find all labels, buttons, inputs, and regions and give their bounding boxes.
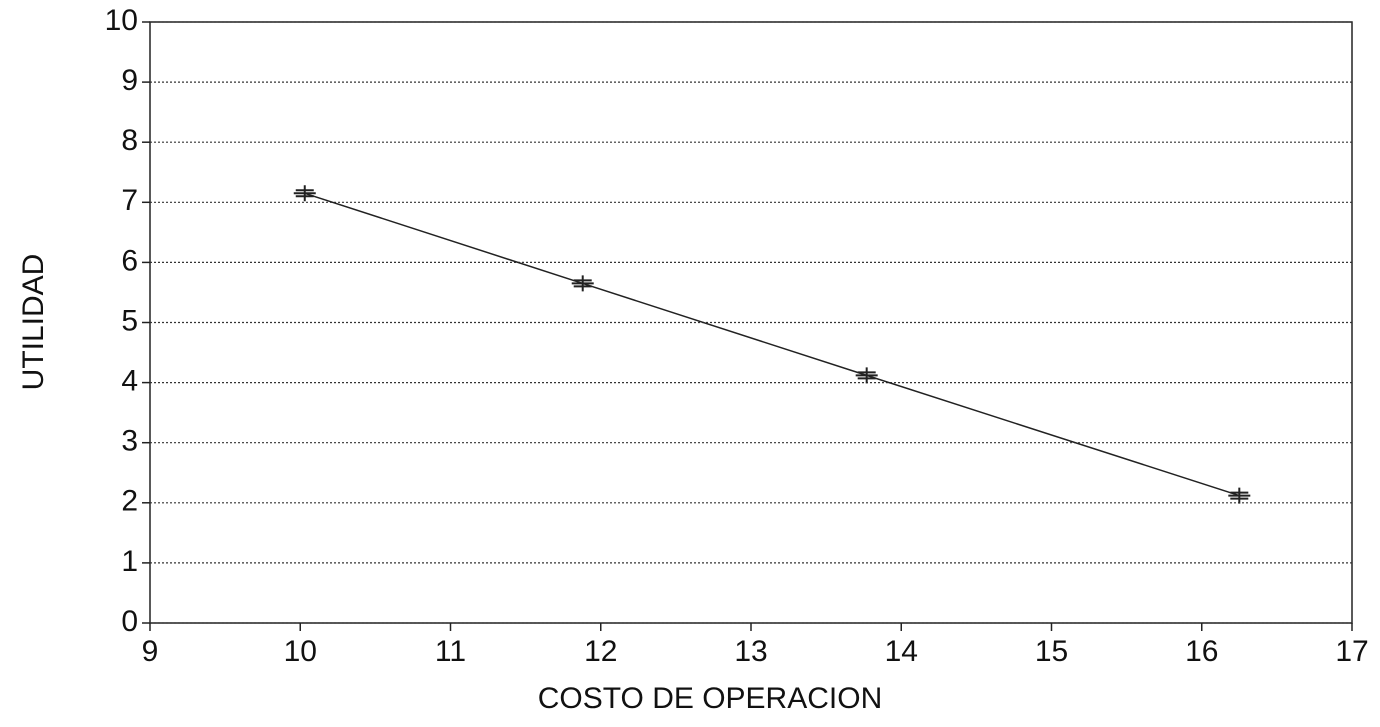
y-tick-label: 9 (121, 64, 138, 97)
y-axis-label: UTILIDAD (17, 254, 50, 391)
y-tick-label: 7 (121, 184, 138, 217)
y-tick-label: 8 (121, 124, 138, 157)
marker (293, 185, 316, 202)
x-tick-label: 13 (734, 635, 767, 668)
marker (571, 275, 594, 292)
marker (855, 367, 878, 384)
x-tick-label: 14 (885, 635, 918, 668)
x-tick-label: 11 (435, 635, 466, 668)
x-tick-label: 12 (584, 635, 617, 668)
x-tick-label: 15 (1035, 635, 1068, 668)
marker (1228, 487, 1251, 504)
y-tick-label: 0 (121, 605, 138, 638)
y-tick-label: 6 (121, 244, 138, 277)
y-tick-label: 4 (121, 365, 138, 398)
y-tick-label: 5 (121, 304, 138, 337)
y-tick-label: 3 (121, 425, 138, 458)
line (304, 192, 1240, 497)
x-axis-label: COSTO DE OPERACION (538, 682, 883, 715)
y-tick-label: 1 (121, 545, 138, 578)
y-tick-label: 10 (105, 4, 138, 37)
x-tick-label: 10 (284, 635, 317, 668)
x-tick-label: 17 (1335, 635, 1368, 668)
x-tick-label: 16 (1185, 635, 1218, 668)
y-tick-label: 2 (121, 485, 138, 518)
x-tick-label: 9 (142, 635, 159, 668)
